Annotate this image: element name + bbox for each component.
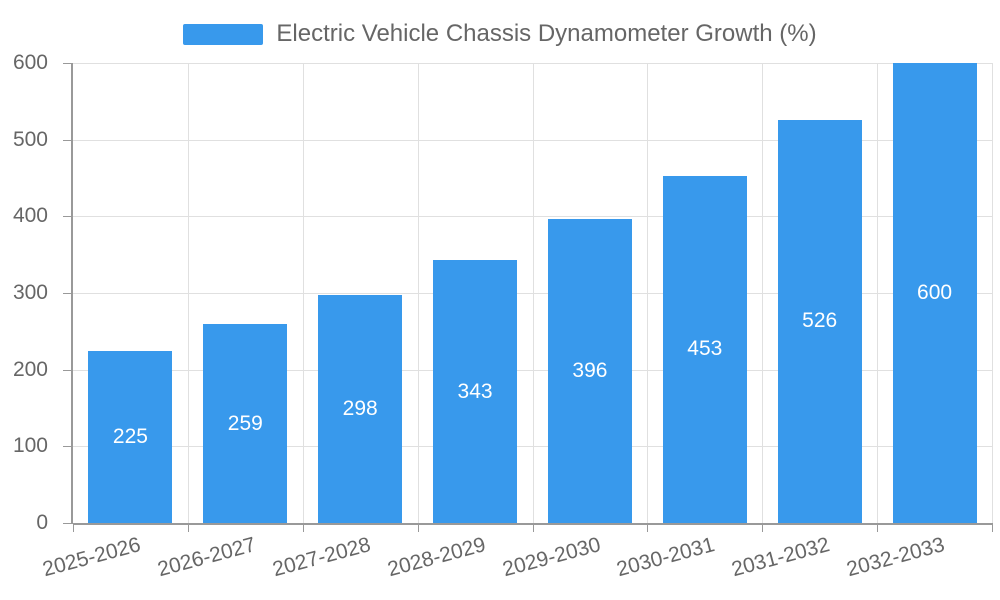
gridline-vertical xyxy=(647,63,649,523)
y-axis-tick-label: 0 xyxy=(36,511,48,534)
gridline-vertical xyxy=(532,63,534,523)
y-axis-tick xyxy=(63,139,73,141)
gridline-vertical xyxy=(762,63,764,523)
y-axis-tick-label: 400 xyxy=(12,204,48,228)
x-axis-tick-label: 2026-2027 xyxy=(155,533,259,582)
gridline-vertical xyxy=(417,63,419,523)
bar-2025-2026[interactable] xyxy=(88,350,173,523)
x-axis-tick xyxy=(417,523,419,532)
x-axis-tick xyxy=(187,523,189,532)
x-axis-tick-label: 2032-2033 xyxy=(844,533,948,582)
x-axis-tick-label: 2027-2028 xyxy=(269,533,373,582)
bar-2027-2028[interactable] xyxy=(318,294,403,523)
x-axis-tick xyxy=(762,523,764,532)
y-axis-tick xyxy=(63,293,73,294)
x-axis-tick xyxy=(992,523,993,532)
legend-label: Electric Vehicle Chassis Dynamometer Gro… xyxy=(276,20,817,47)
gridline-vertical xyxy=(187,63,189,523)
x-axis-tick xyxy=(647,523,649,532)
x-axis-tick-label: 2031-2032 xyxy=(729,533,833,582)
legend-swatch xyxy=(183,23,264,45)
bar-2030-2031[interactable] xyxy=(662,175,747,523)
y-axis-tick-label: 300 xyxy=(12,281,48,304)
bar-2032-2033[interactable] xyxy=(892,63,977,523)
x-axis-tick xyxy=(532,523,534,532)
x-axis-tick-label: 2028-2029 xyxy=(384,533,488,582)
bar-2029-2030[interactable] xyxy=(547,219,632,523)
y-axis-tick xyxy=(63,216,73,218)
y-axis-tick-label: 500 xyxy=(12,127,48,151)
gridline-vertical xyxy=(302,63,304,523)
y-axis-tick-label: 600 xyxy=(12,51,48,74)
y-axis-tick xyxy=(63,369,73,371)
y-axis-tick xyxy=(63,446,73,448)
x-axis-tick-label: 2029-2030 xyxy=(499,533,603,582)
gridline-vertical xyxy=(877,63,879,523)
x-axis-tick xyxy=(877,523,879,532)
y-axis-tick-label: 200 xyxy=(12,357,48,381)
bar-2026-2027[interactable] xyxy=(203,324,288,523)
y-axis-tick xyxy=(63,63,73,64)
x-axis-tick xyxy=(73,523,74,532)
y-axis-tick xyxy=(63,523,73,524)
x-axis-tick xyxy=(302,523,304,532)
gridline-vertical xyxy=(992,63,993,523)
bar-2028-2029[interactable] xyxy=(433,260,518,523)
bar-2031-2032[interactable] xyxy=(777,119,862,523)
x-axis-tick-label: 2025-2026 xyxy=(40,533,144,582)
x-axis-tick-label: 2030-2031 xyxy=(614,533,718,582)
legend-item[interactable]: Electric Vehicle Chassis Dynamometer Gro… xyxy=(0,20,1000,48)
y-axis-tick-label: 100 xyxy=(12,434,48,458)
